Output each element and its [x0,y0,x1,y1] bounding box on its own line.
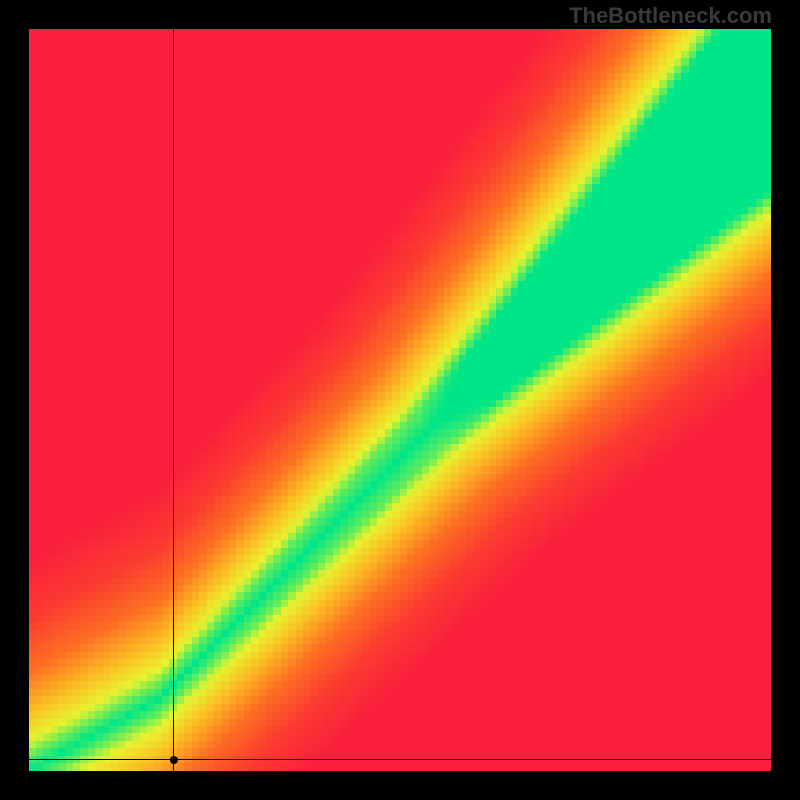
heatmap-canvas [29,29,771,771]
marker-horizontal-line [29,759,771,760]
heatmap-plot [29,29,771,771]
watermark-text: TheBottleneck.com [569,3,772,29]
marker-point [170,756,178,764]
marker-vertical-line [173,29,174,771]
